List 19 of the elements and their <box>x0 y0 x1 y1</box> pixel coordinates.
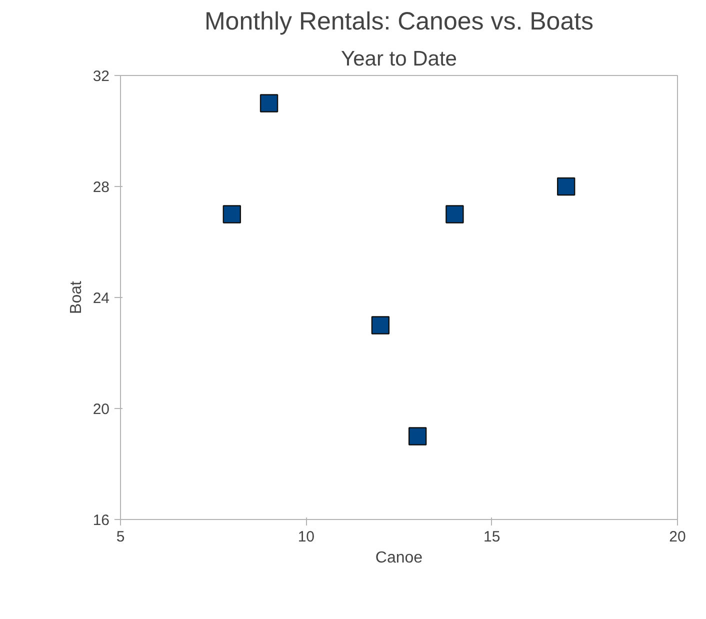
x-axis-title: Canoe <box>375 550 423 566</box>
x-tick-label: 10 <box>298 528 315 546</box>
chart-title: Monthly Rentals: Canoes vs. Boats <box>204 8 594 36</box>
y-axis-title: Boat <box>68 280 85 314</box>
x-tick-label: 20 <box>669 528 686 546</box>
point <box>408 427 427 446</box>
point <box>446 205 464 224</box>
point <box>222 205 241 224</box>
y-tick-label: 16 <box>92 512 110 529</box>
x-tick-label: 15 <box>483 528 500 546</box>
point <box>260 94 278 112</box>
y-tick-label: 32 <box>92 68 110 85</box>
x-tick-label: 5 <box>116 528 125 546</box>
y-tick-label: 24 <box>92 290 110 307</box>
y-tick-label: 28 <box>92 179 110 196</box>
point <box>371 316 390 334</box>
point <box>557 177 576 196</box>
y-tick-label: 20 <box>92 401 110 418</box>
chart-subtitle: Year to Date <box>341 48 457 70</box>
